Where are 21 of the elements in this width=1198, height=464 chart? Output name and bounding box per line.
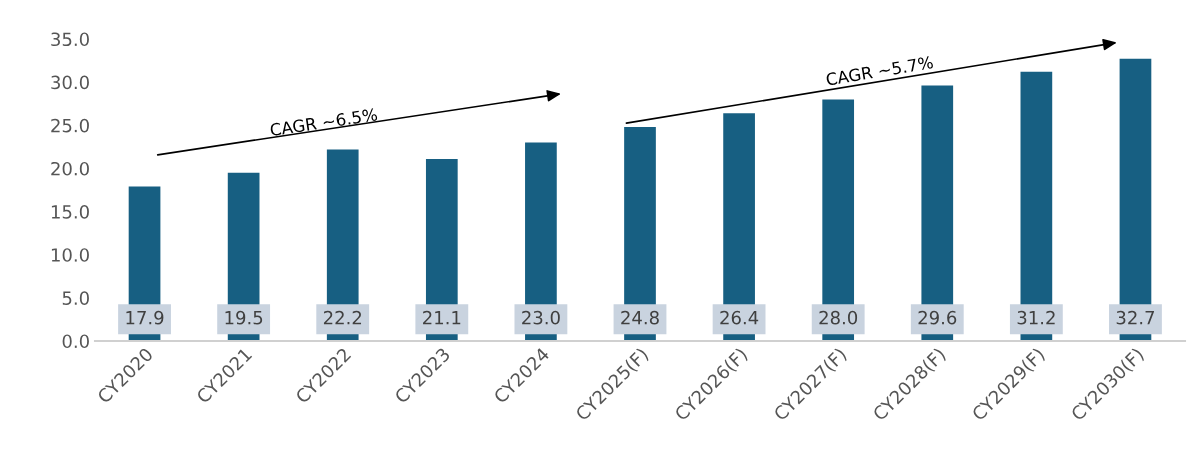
y-tick-label: 20.0 xyxy=(51,161,89,176)
data-label: 19.5 xyxy=(225,310,263,325)
y-tick-label: 30.0 xyxy=(51,75,89,90)
data-label: 32.7 xyxy=(1116,310,1155,325)
annotation: CAGR ~6.5% xyxy=(269,107,378,137)
y-tick-label: 15.0 xyxy=(51,205,89,219)
y-tick-label: 25.0 xyxy=(51,118,89,133)
data-label: 22.2 xyxy=(323,310,362,325)
annotation: CAGR ~5.7% xyxy=(825,55,934,86)
y-tick-label: 10.0 xyxy=(51,248,89,262)
data-label: 29.6 xyxy=(918,310,957,325)
y-tick-label: 0.0 xyxy=(62,334,89,349)
data-label: 31.2 xyxy=(1017,310,1055,325)
y-tick-label: 35.0 xyxy=(51,32,89,47)
data-label: 26.4 xyxy=(720,310,759,325)
data-label: 21.1 xyxy=(423,310,461,325)
data-label: 28.0 xyxy=(819,310,858,325)
data-label: 17.9 xyxy=(126,310,164,325)
data-label: 23.0 xyxy=(522,310,560,325)
data-label: 24.8 xyxy=(621,310,659,325)
y-tick-label: 5.0 xyxy=(62,291,89,305)
